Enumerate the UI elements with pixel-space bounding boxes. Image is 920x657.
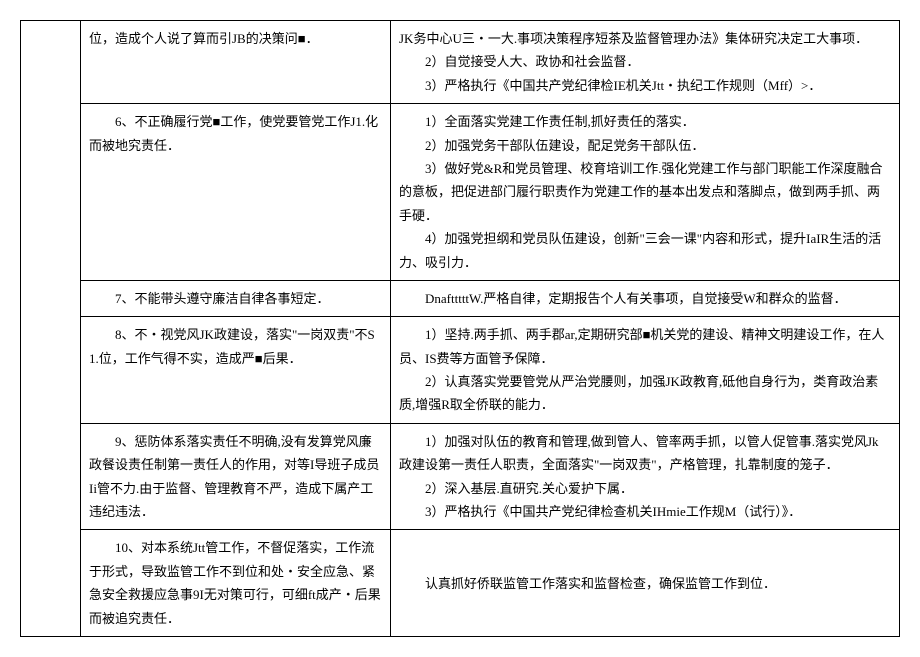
left-text: 7、不能带头遵守廉洁自律各事短定． — [89, 291, 330, 306]
left-text: 位，造成个人说了算而引JB的决策问■． — [89, 31, 319, 46]
cell-left: 位，造成个人说了算而引JB的决策问■． — [81, 21, 391, 104]
cell-left: 10、对本系统Jtt管工作，不督促落实，工作流于形式，导致监管工作不到位和处・安… — [81, 530, 391, 637]
right-line: 1）加强对队伍的教育和管理,做到管人、管率两手抓，以管人促管事.落实党风Jk政建… — [399, 430, 891, 477]
left-text: 8、不・视党风JK政建设，落实"一岗双责"不S1.位，工作气得不实，造成严■后果… — [89, 327, 375, 365]
cell-left: 8、不・视党风JK政建设，落实"一岗双责"不S1.位，工作气得不实，造成严■后果… — [81, 317, 391, 424]
cell-right: 认真抓好侨联监管工作落实和监督检查，确保监管工作到位． — [391, 530, 900, 637]
cell-right: 1）坚持.两手抓、两手郡ar,定期研究部■机关党的建设、精神文明建设工作，在人员… — [391, 317, 900, 424]
right-line: 2）深入基层.直研究.关心爱护下属． — [399, 477, 891, 500]
cell-blank-left — [21, 21, 81, 637]
left-text: 6、不正确履行党■工作，使党要管党工作J1.化而被地究责任． — [89, 114, 378, 152]
main-table: 位，造成个人说了算而引JB的决策问■． JK务中心U三・一大.事项决策程序短茶及… — [20, 20, 900, 637]
cell-right: JK务中心U三・一大.事项决策程序短茶及监督管理办法》集体研究决定工大事项． 2… — [391, 21, 900, 104]
cell-right: 1）加强对队伍的教育和管理,做到管人、管率两手抓，以管人促管事.落实党风Jk政建… — [391, 423, 900, 530]
table-row: 位，造成个人说了算而引JB的决策问■． JK务中心U三・一大.事项决策程序短茶及… — [21, 21, 900, 104]
cell-left: 6、不正确履行党■工作，使党要管党工作J1.化而被地究责任． — [81, 104, 391, 281]
right-line: 2）加强党务干部队伍建设，配足党务干部队伍． — [399, 134, 891, 157]
right-line: 3）严格执行《中国共产党纪律检查机关IHmie工作规M（试行）》． — [399, 500, 891, 523]
table-row: 9、惩防体系落实责任不明确,没有发算党风廉政餐设责任制第一责任人的作用，对等I导… — [21, 423, 900, 530]
right-line: 1）全面落实党建工作责任制,抓好责任的落实． — [399, 110, 891, 133]
right-line: 4）加强党担纲和党员队伍建设，创新"三会一课"内容和形式，提升IaIR生活的活力… — [399, 227, 891, 274]
left-text: 10、对本系统Jtt管工作，不督促落实，工作流于形式，导致监管工作不到位和处・安… — [89, 540, 381, 625]
right-line: JK务中心U三・一大.事项决策程序短茶及监督管理办法》集体研究决定工大事项． — [399, 27, 891, 50]
right-line: 2）自觉接受人大、政协和社会监督． — [399, 50, 891, 73]
table-row: 8、不・视党风JK政建设，落实"一岗双责"不S1.位，工作气得不实，造成严■后果… — [21, 317, 900, 424]
right-line: 认真抓好侨联监管工作落实和监督检查，确保监管工作到位． — [399, 572, 891, 595]
right-line: 3）做好党&R和党员管理、校育培训工作.强化党建工作与部门职能工作深度融合的意板… — [399, 157, 891, 227]
right-line: DnaftttttW.严格自律，定期报告个人有关事项，自觉接受W和群众的监督． — [399, 287, 891, 310]
table-row: 7、不能带头遵守廉洁自律各事短定． DnaftttttW.严格自律，定期报告个人… — [21, 280, 900, 316]
table-row: 10、对本系统Jtt管工作，不督促落实，工作流于形式，导致监管工作不到位和处・安… — [21, 530, 900, 637]
right-line: 2）认真落实党要管党从严治党腰则，加强JK政教育,砥他自身行为，类育政治素质,增… — [399, 370, 891, 417]
cell-right: 1）全面落实党建工作责任制,抓好责任的落实． 2）加强党务干部队伍建设，配足党务… — [391, 104, 900, 281]
table-row: 6、不正确履行党■工作，使党要管党工作J1.化而被地究责任． 1）全面落实党建工… — [21, 104, 900, 281]
cell-left: 9、惩防体系落实责任不明确,没有发算党风廉政餐设责任制第一责任人的作用，对等I导… — [81, 423, 391, 530]
cell-left: 7、不能带头遵守廉洁自律各事短定． — [81, 280, 391, 316]
document-page: 位，造成个人说了算而引JB的决策问■． JK务中心U三・一大.事项决策程序短茶及… — [20, 20, 900, 637]
cell-right: DnaftttttW.严格自律，定期报告个人有关事项，自觉接受W和群众的监督． — [391, 280, 900, 316]
table-body: 位，造成个人说了算而引JB的决策问■． JK务中心U三・一大.事项决策程序短茶及… — [21, 21, 900, 637]
right-line: 1）坚持.两手抓、两手郡ar,定期研究部■机关党的建设、精神文明建设工作，在人员… — [399, 323, 891, 370]
right-line: 3）严格执行《中国共产党纪律检IE机关Jtt・执纪工作规则（Mff）>． — [399, 74, 891, 97]
left-text: 9、惩防体系落实责任不明确,没有发算党风廉政餐设责任制第一责任人的作用，对等I导… — [89, 434, 379, 519]
